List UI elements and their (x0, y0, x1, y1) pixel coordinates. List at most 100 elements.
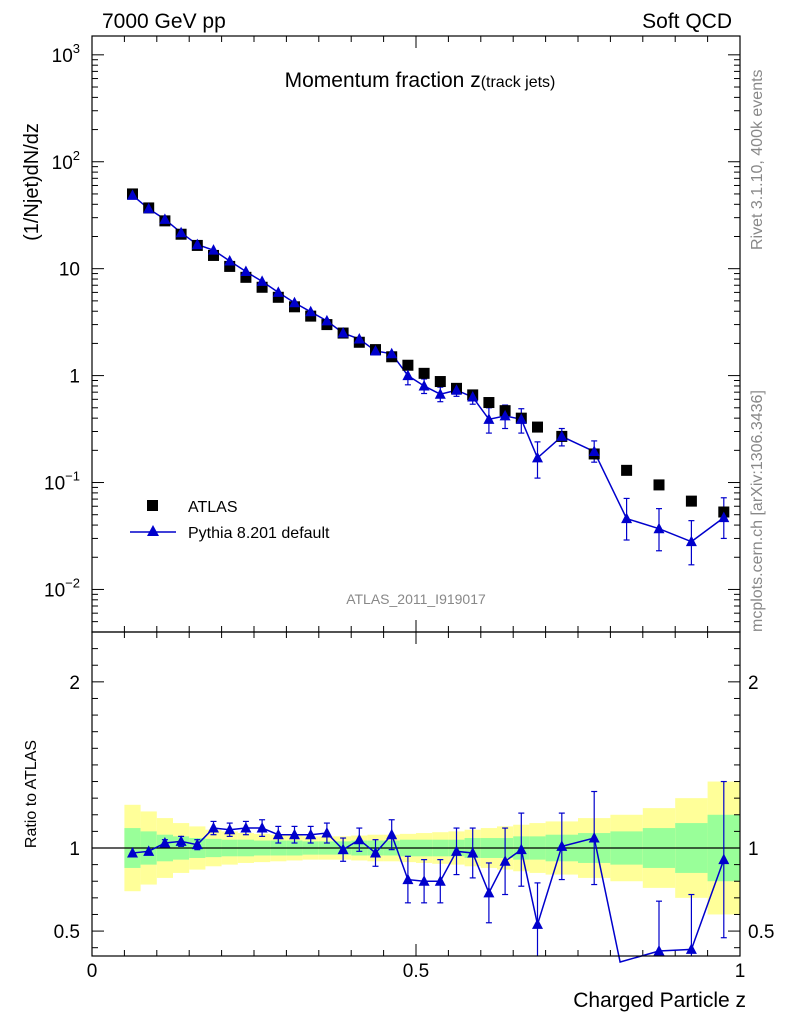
pythia-point (143, 202, 155, 214)
ratio-point (175, 835, 187, 846)
legend-label-pythia: Pythia 8.201 default (188, 525, 330, 542)
plot-title-sub: (track jets) (481, 74, 556, 91)
pythia-point (467, 391, 479, 402)
y-tick-label: 103 (52, 41, 80, 67)
pythia-point (175, 226, 187, 238)
atlas-point (240, 271, 252, 283)
side-label-lower: mcplots.cern.ch [arXiv:1306.3436] (749, 390, 766, 632)
ratio-point (240, 822, 252, 833)
pythia-point (451, 384, 462, 395)
ratio-point (159, 837, 171, 848)
ratio-y-axis-label: Ratio to ATLAS (23, 740, 40, 848)
ratio-point (305, 828, 317, 840)
ratio-point (321, 827, 333, 838)
ratio-y-tick-label: 2 (69, 673, 80, 694)
pythia-point (208, 244, 219, 255)
legend-label-atlas: ATLAS (188, 499, 238, 516)
atlas-point (685, 495, 697, 507)
atlas-point (483, 397, 495, 409)
ratio-point (685, 943, 697, 954)
main-y-axis-label: (1/Njet)dN/dz (21, 123, 43, 241)
y-tick-label: 10−2 (44, 575, 80, 601)
pythia-point (224, 254, 236, 266)
pythia-point (386, 347, 398, 359)
atlas-point (256, 281, 268, 293)
pythia-point (305, 305, 317, 317)
ratio-point (191, 838, 203, 850)
pythia-point (515, 413, 527, 424)
pythia-point (434, 388, 446, 399)
pythia-point (127, 189, 138, 200)
pythia-point (685, 535, 697, 547)
ratio-point (451, 845, 462, 856)
ratio-y-tick-label: 1 (69, 839, 80, 860)
ratio-point (434, 875, 446, 886)
y-tick-label-base: 10 (52, 46, 73, 67)
ratio-point (272, 828, 284, 840)
main-axis-ticks (91, 36, 741, 633)
pythia-point (621, 512, 633, 524)
ratio-point (143, 845, 155, 856)
ratio-point (532, 918, 543, 929)
ratio-point (402, 873, 414, 885)
pythia-point (483, 413, 495, 424)
legend: ATLAS Pythia 8.201 default (130, 499, 330, 542)
atlas-point (418, 367, 430, 379)
ratio-plot-frame (91, 631, 741, 957)
pythia-point (353, 332, 365, 344)
ratio-y-tick-label-right: 2 (748, 673, 759, 694)
ratio-point (127, 846, 138, 858)
ratio-point (337, 843, 349, 855)
atlas-point (224, 260, 236, 272)
plot-title-main: Momentum fraction z (285, 69, 481, 92)
pythia-point (159, 213, 171, 224)
pythia-point (272, 286, 284, 297)
atlas-point (532, 421, 543, 433)
ratio-point (467, 846, 479, 858)
ratio-point (515, 843, 527, 855)
ratio-axis-ticks (91, 632, 741, 956)
atlas-point (434, 376, 446, 388)
ratio-point (588, 832, 600, 843)
y-tick-label-exponent: 2 (73, 148, 80, 163)
pythia-point (418, 379, 430, 391)
legend-marker-pythia (147, 525, 159, 536)
header-right: Soft QCD (642, 10, 732, 33)
y-tick-label-base: 10 (59, 260, 80, 281)
pythia-point (256, 275, 268, 286)
x-tick-label: 1 (735, 961, 746, 982)
ratio-point (556, 840, 568, 851)
ratio-plot-panel: 2 21 10.5 0.50 0.5 1 Ratio to ATLAS Charged P… (23, 631, 774, 1012)
y-tick-label: 10 (59, 260, 80, 281)
pythia-point (588, 445, 600, 457)
ratio-point (499, 855, 511, 866)
legend-marker-atlas (147, 500, 158, 511)
pythia-point (718, 511, 730, 523)
pythia-point (499, 409, 511, 421)
pythia-point (653, 522, 665, 534)
atlas-point (402, 359, 414, 371)
pythia-point (240, 265, 252, 277)
ratio-point (483, 886, 495, 898)
y-tick-label-exponent: −2 (65, 575, 80, 590)
x-tick-label: 0.5 (403, 961, 429, 982)
atlas-point (653, 479, 665, 491)
plot-title: Momentum fraction z(track jets) (285, 69, 556, 92)
header-left: 7000 GeV pp (102, 10, 226, 33)
main-plot-marks (127, 188, 730, 566)
main-plot-frame (91, 35, 741, 633)
ratio-point (718, 853, 730, 865)
ratio-point (256, 822, 268, 833)
ratio-y-tick-label-right: 0.5 (748, 922, 774, 943)
y-tick-label-exponent: 3 (73, 41, 80, 56)
pythia-point (289, 296, 300, 308)
x-axis-label: Charged Particle z (573, 989, 746, 1012)
y-tick-label: 102 (52, 148, 80, 174)
x-tick-label: 0 (87, 961, 98, 982)
pythia-point (402, 369, 414, 381)
pythia-point (532, 451, 543, 463)
y-tick-label: 1 (69, 367, 80, 388)
